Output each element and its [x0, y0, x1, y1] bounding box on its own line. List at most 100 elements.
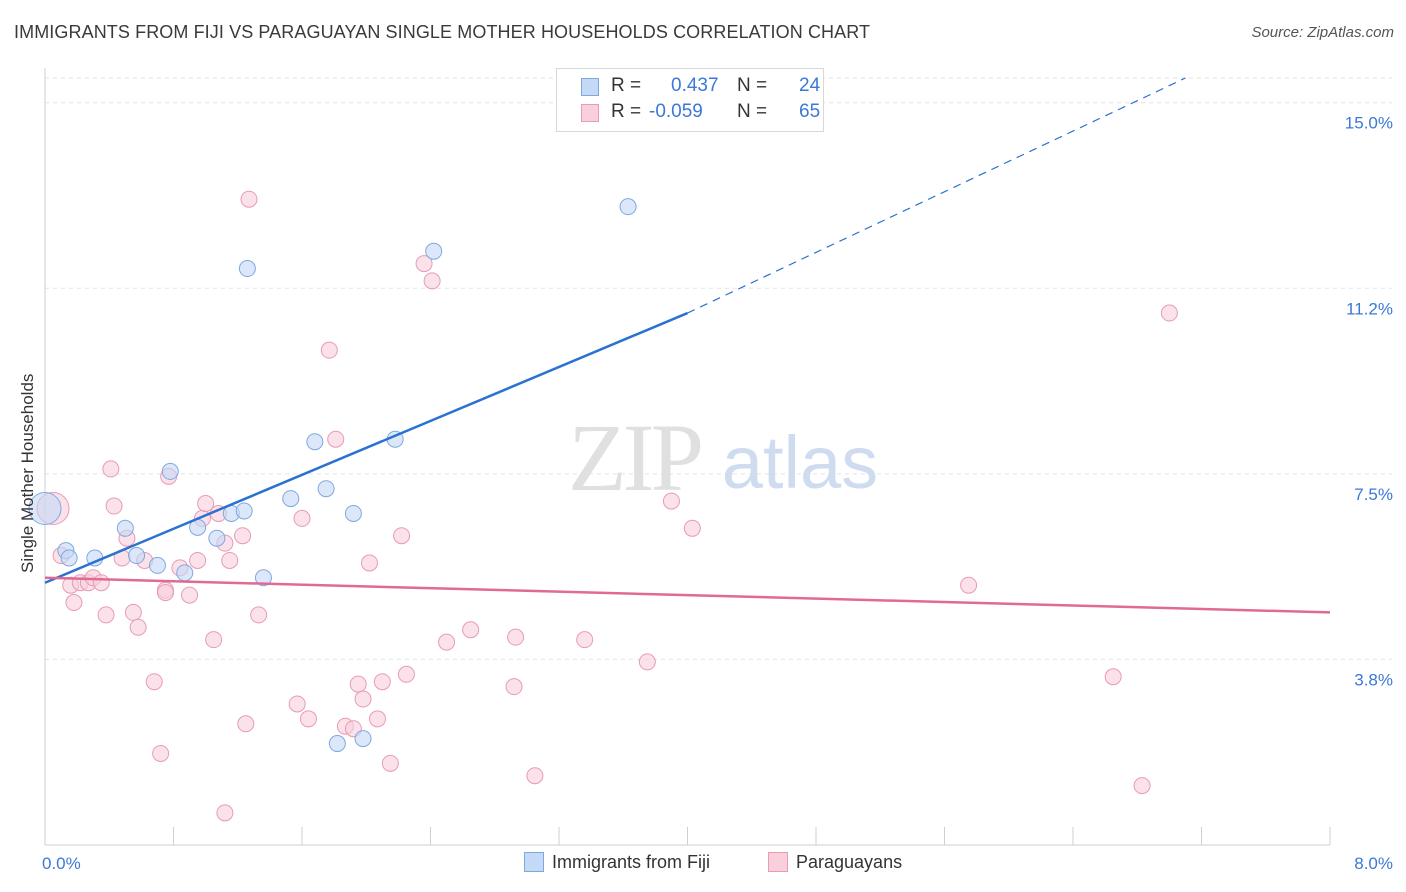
bottom-legend-label-fiji: Immigrants from Fiji [552, 852, 711, 872]
paraguayans-point [102, 460, 120, 478]
paraguayans-point [462, 621, 480, 639]
paraguayans-point [124, 603, 142, 621]
fiji-point [328, 735, 346, 753]
paraguayans-point [360, 554, 378, 572]
fiji-point [235, 502, 253, 520]
legend-r-label: R = [611, 101, 642, 122]
paraguayans-point [189, 551, 207, 569]
paraguayans-point [181, 586, 199, 604]
stats-legend: R = 0.437 N = 24 R = -0.059 N = 65 [556, 68, 824, 132]
paraguayans-point [349, 675, 367, 693]
x-tick-labels: 0.0% 8.0% [42, 854, 1393, 873]
paraguayans-point [327, 430, 345, 448]
fiji-point [128, 547, 146, 565]
fiji-point [148, 556, 166, 574]
legend-swatch-fiji [581, 78, 599, 96]
paraguayans-point [216, 804, 234, 822]
paraguayans-point [92, 574, 110, 592]
paraguayans-point [960, 576, 978, 594]
paraguayans-point [299, 710, 317, 728]
bottom-legend-paraguayans: Paraguayans [768, 852, 902, 873]
paraguayans-point [415, 255, 433, 273]
y-tick-label: 11.2% [1346, 299, 1393, 318]
legend-r-label: R = [611, 75, 642, 96]
legend-n-label: N = [737, 101, 768, 122]
y-tick-label: 7.5% [1354, 485, 1393, 504]
fiji-point [254, 569, 272, 587]
paraguayans-point [97, 606, 115, 624]
paraguayans-point [320, 341, 338, 359]
paraguayans-point [423, 272, 441, 290]
paraguayans-point [221, 551, 239, 569]
paraguayans-point [129, 618, 147, 636]
watermark-zip: ZIP [568, 404, 701, 511]
paraguayans-point [683, 519, 701, 537]
fiji-point [161, 462, 179, 480]
fiji-point [208, 529, 226, 547]
legend-r-value-fiji: 0.437 [671, 75, 719, 96]
paraguayans-point [205, 631, 223, 649]
y-axis-label: Single Mother Households [18, 373, 37, 573]
fiji-point [28, 492, 62, 526]
paraguayans-point [288, 695, 306, 713]
paraguayans-point [1133, 777, 1151, 795]
gridlines [45, 77, 1392, 660]
paraguayans-point [152, 744, 170, 762]
x-tick-label-start: 0.0% [42, 854, 81, 873]
x-tick-label-end: 8.0% [1354, 854, 1393, 873]
y-tick-label: 3.8% [1354, 670, 1393, 689]
bottom-legend-swatch-paraguayans [768, 852, 788, 872]
legend-n-value-fiji: 24 [799, 75, 821, 96]
fiji-point [176, 564, 194, 582]
fiji-point [344, 504, 362, 522]
legend-swatch-paraguayans [581, 104, 599, 122]
fiji-point [619, 198, 637, 216]
paraguayans-point [438, 633, 456, 651]
chart-title: IMMIGRANTS FROM FIJI VS PARAGUAYAN SINGL… [14, 22, 871, 42]
legend-n-value-paraguayans: 65 [799, 101, 821, 122]
y-tick-labels: 3.8% 7.5% 11.2% 15.0% [1345, 114, 1393, 690]
paraguayans-point [354, 690, 372, 708]
fiji-point [354, 730, 372, 748]
paraguayans-point [507, 628, 525, 646]
fiji-trendline-extension [687, 77, 1186, 314]
fiji-point [282, 490, 300, 508]
legend-n-label: N = [737, 75, 768, 96]
paraguayans-point [145, 673, 163, 691]
fiji-trendline [44, 311, 688, 584]
bottom-legend-label-paraguayans: Paraguayans [796, 852, 903, 872]
paraguayans-point [526, 767, 544, 785]
fiji-point [425, 242, 443, 260]
fiji-point [60, 549, 78, 567]
paraguayans-points [36, 190, 1178, 822]
paraguayans-point [662, 492, 680, 510]
paraguayans-point [368, 710, 386, 728]
source-label: Source: ZipAtlas.com [1251, 24, 1394, 41]
paraguayans-point [240, 190, 258, 208]
paraguayans-point [397, 665, 415, 683]
paraguayans-point [1160, 304, 1178, 322]
watermark: ZIP atlas [568, 404, 878, 511]
paraguayans-point [381, 754, 399, 772]
legend-r-value-paraguayans: -0.059 [649, 101, 703, 122]
fiji-point [116, 519, 134, 537]
paraguayans-point [197, 495, 215, 513]
fiji-points [28, 198, 637, 753]
paraguayans-point [638, 653, 656, 671]
paraguayans-point [237, 715, 255, 733]
y-tick-label: 15.0% [1345, 114, 1393, 133]
paraguayans-point [250, 606, 268, 624]
paraguayans-point [373, 673, 391, 691]
fiji-point [306, 433, 324, 451]
bottom-legend-fiji: Immigrants from Fiji [524, 852, 710, 873]
axes [44, 68, 1331, 846]
bottom-legend-swatch-fiji [524, 852, 544, 872]
fiji-point [317, 480, 335, 498]
paraguayans-point [65, 594, 83, 612]
paraguayans-point [156, 584, 174, 602]
paraguayans-point [576, 631, 594, 649]
paraguayans-point [105, 497, 123, 515]
paraguayans-point [234, 527, 252, 545]
fiji-point [238, 260, 256, 278]
